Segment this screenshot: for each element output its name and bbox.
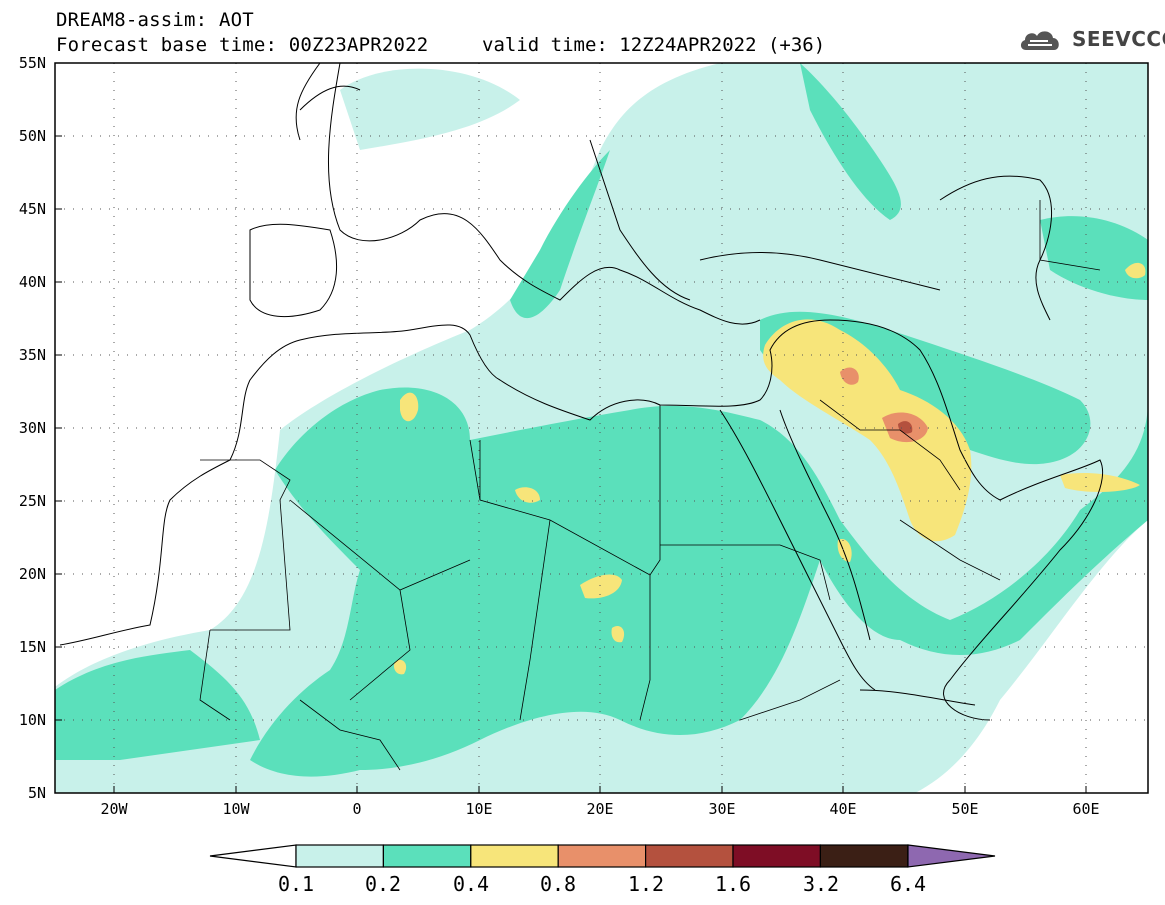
lon-label: 50E xyxy=(951,800,979,818)
valid-time: valid time: 12Z24APR2022 (+36) xyxy=(482,34,826,56)
colorbar-label: 1.6 xyxy=(714,872,752,896)
aot-level-0.8 xyxy=(840,367,928,443)
forecast-base-time: Forecast base time: 00Z23APR2022 xyxy=(56,34,429,56)
country-borders xyxy=(199,200,1101,771)
lon-label: 30E xyxy=(708,800,736,818)
lon-label: 10W xyxy=(222,800,250,818)
lon-label: 40E xyxy=(829,800,857,818)
lat-label: 5N xyxy=(27,784,46,802)
colorbar-label: 1.2 xyxy=(627,872,665,896)
colorbar-label: 6.4 xyxy=(889,872,927,896)
lon-label: 0 xyxy=(352,800,362,818)
lon-label: 60E xyxy=(1072,800,1100,818)
colorbar-label: 0.2 xyxy=(364,872,402,896)
lat-label: 20N xyxy=(18,565,46,583)
lat-label: 40N xyxy=(18,273,46,291)
aot-level-0.2 xyxy=(55,63,1148,777)
coastlines xyxy=(59,63,1104,721)
cloud-icon xyxy=(1020,31,1059,50)
lat-label: 55N xyxy=(18,54,46,72)
lat-label: 30N xyxy=(18,419,46,437)
axis-ticks xyxy=(55,62,1087,793)
map-title: DREAM8-assim: AOT xyxy=(56,9,254,31)
colorbar-label: 0.8 xyxy=(539,872,577,896)
colorbar-label: 0.1 xyxy=(277,872,315,896)
colorbar-label: 3.2 xyxy=(802,872,840,896)
lat-label: 35N xyxy=(18,346,46,364)
lat-label: 25N xyxy=(18,492,46,510)
lon-label: 20W xyxy=(100,800,128,818)
lon-label: 10E xyxy=(465,800,493,818)
lat-label: 45N xyxy=(18,200,46,218)
lon-label: 20E xyxy=(586,800,614,818)
lat-label: 15N xyxy=(18,638,46,656)
lat-label: 50N xyxy=(18,127,46,145)
seevccc-logo: SEEVCCC xyxy=(1072,27,1165,51)
colorbar-label: 0.4 xyxy=(452,872,490,896)
lat-label: 10N xyxy=(18,711,46,729)
